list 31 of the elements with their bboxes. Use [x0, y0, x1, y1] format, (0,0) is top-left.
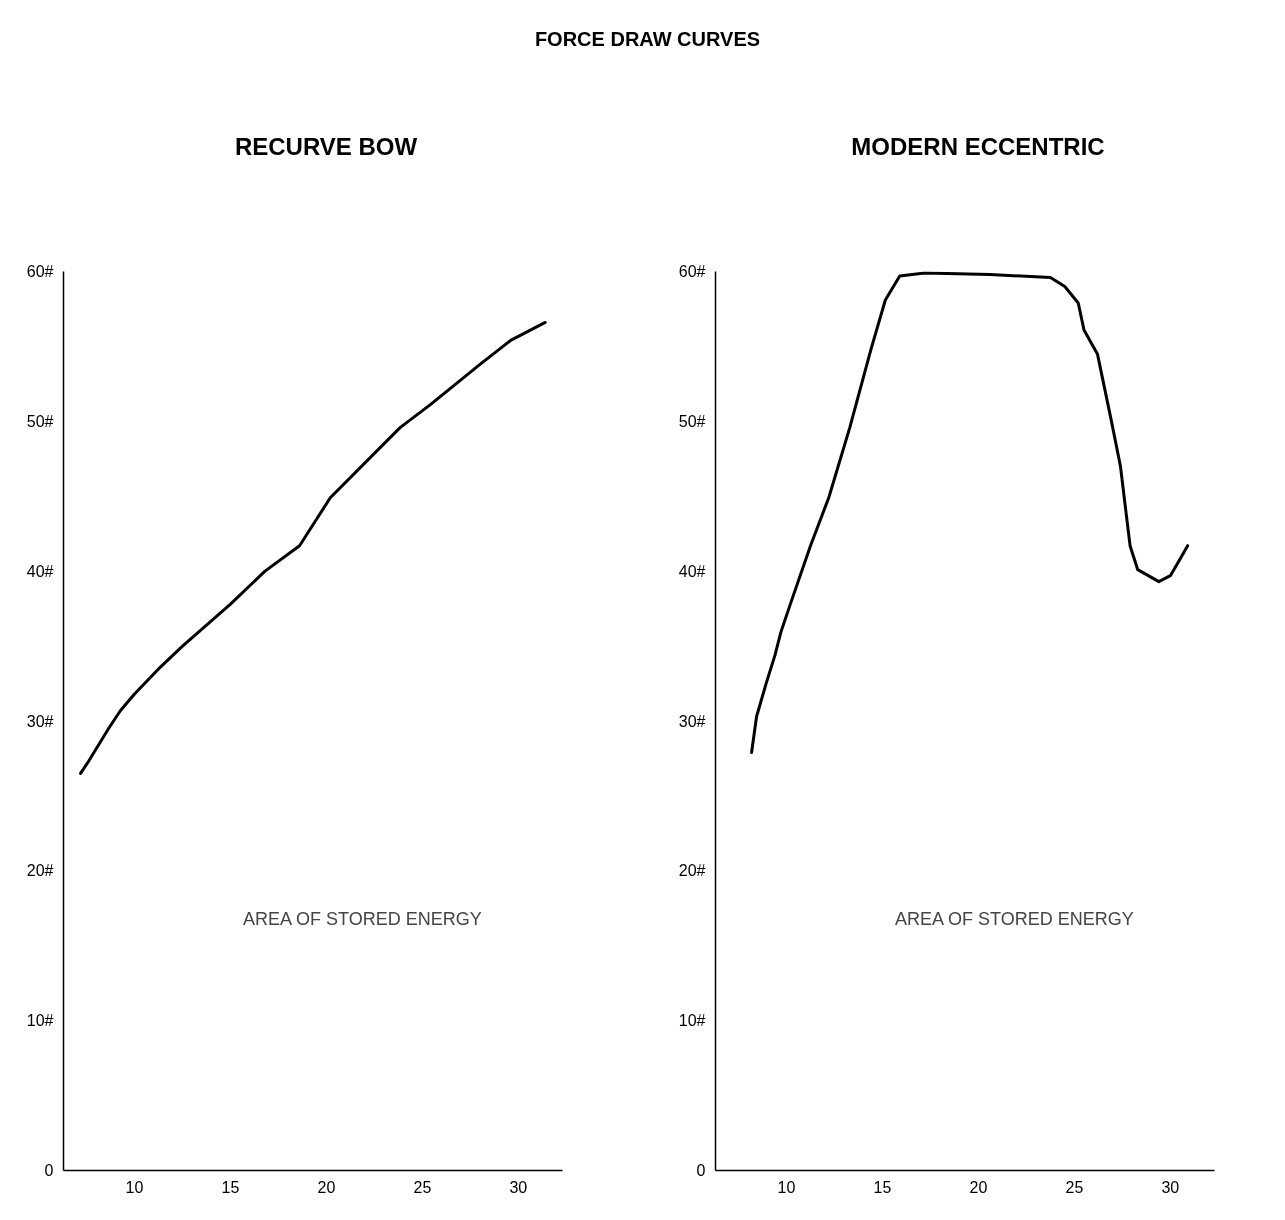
line-series	[750, 271, 1190, 754]
line-series	[79, 320, 547, 775]
chart-title: MODERN ECCENTRIC	[850, 132, 1106, 162]
x-tick-label: 30	[1161, 1178, 1180, 1196]
y-tick-label: 60#	[26, 263, 54, 280]
y-tick-label: 0	[696, 1162, 706, 1179]
x-tick-label: 15	[221, 1178, 240, 1196]
x-tick-label: 20	[317, 1178, 336, 1196]
y-tick-label: 40#	[26, 562, 54, 580]
x-tick-label: 25	[1065, 1178, 1084, 1196]
y-tick-label: 0	[44, 1162, 54, 1179]
y-tick-label: 40#	[678, 562, 706, 580]
y-tick-label: 60#	[678, 263, 706, 280]
x-tick-label: 30	[509, 1178, 528, 1196]
annotation: AREA OF STORED ENERGY	[243, 908, 482, 929]
y-tick-label: 20#	[26, 862, 54, 880]
x-tick-label: 20	[969, 1178, 988, 1196]
x-tick-label: 15	[873, 1178, 892, 1196]
x-tick-label: 10	[125, 1178, 144, 1196]
text: FORCE DRAW CURVES	[533, 27, 762, 52]
x-tick-label: 10	[777, 1178, 796, 1196]
y-tick-label: 30#	[26, 712, 54, 730]
chart-title: RECURVE BOW	[233, 132, 419, 162]
x-tick-label: 25	[413, 1178, 432, 1196]
y-tick-label: 10#	[678, 1012, 706, 1030]
y-tick-label: 50#	[26, 412, 54, 430]
y-tick-label: 30#	[678, 712, 706, 730]
y-tick-label: 50#	[678, 412, 706, 430]
annotation: AREA OF STORED ENERGY	[895, 908, 1134, 929]
y-tick-label: 20#	[678, 862, 706, 880]
y-tick-label: 10#	[26, 1012, 54, 1030]
